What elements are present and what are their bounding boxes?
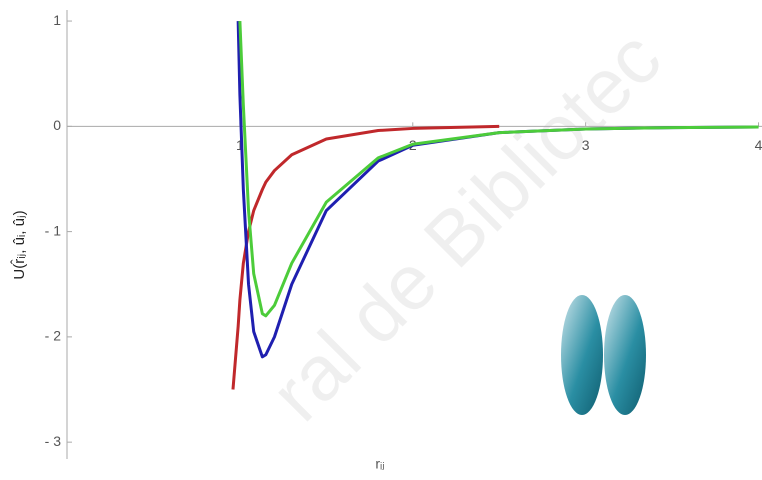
ellipsoid (561, 295, 603, 415)
x-axis-label: rᵢⱼ (375, 456, 384, 472)
ellipsoid (604, 295, 646, 415)
y-tick-label: 0 (53, 117, 61, 133)
y-tick-label: - 1 (45, 222, 62, 238)
y-tick-label: - 2 (45, 328, 62, 344)
x-tick-label: 3 (582, 137, 590, 153)
y-axis-label: U(r̂ᵢⱼ, ûᵢ, ûⱼ) (10, 210, 28, 279)
y-tick-label: 1 (53, 12, 61, 28)
chart: ral de Bibliotec rᵢⱼ U(r̂ᵢⱼ, ûᵢ, ûⱼ) 123… (0, 0, 762, 480)
x-tick-label: 4 (755, 137, 762, 153)
y-tick-label: - 3 (45, 433, 62, 449)
